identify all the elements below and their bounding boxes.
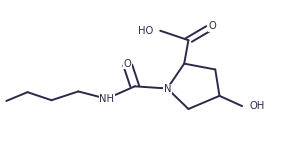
Text: OH: OH bbox=[249, 101, 264, 111]
Text: HO: HO bbox=[138, 26, 153, 36]
Text: O: O bbox=[209, 21, 216, 31]
Text: O: O bbox=[124, 59, 132, 69]
Text: N: N bbox=[163, 84, 171, 94]
Text: NH: NH bbox=[99, 94, 114, 104]
